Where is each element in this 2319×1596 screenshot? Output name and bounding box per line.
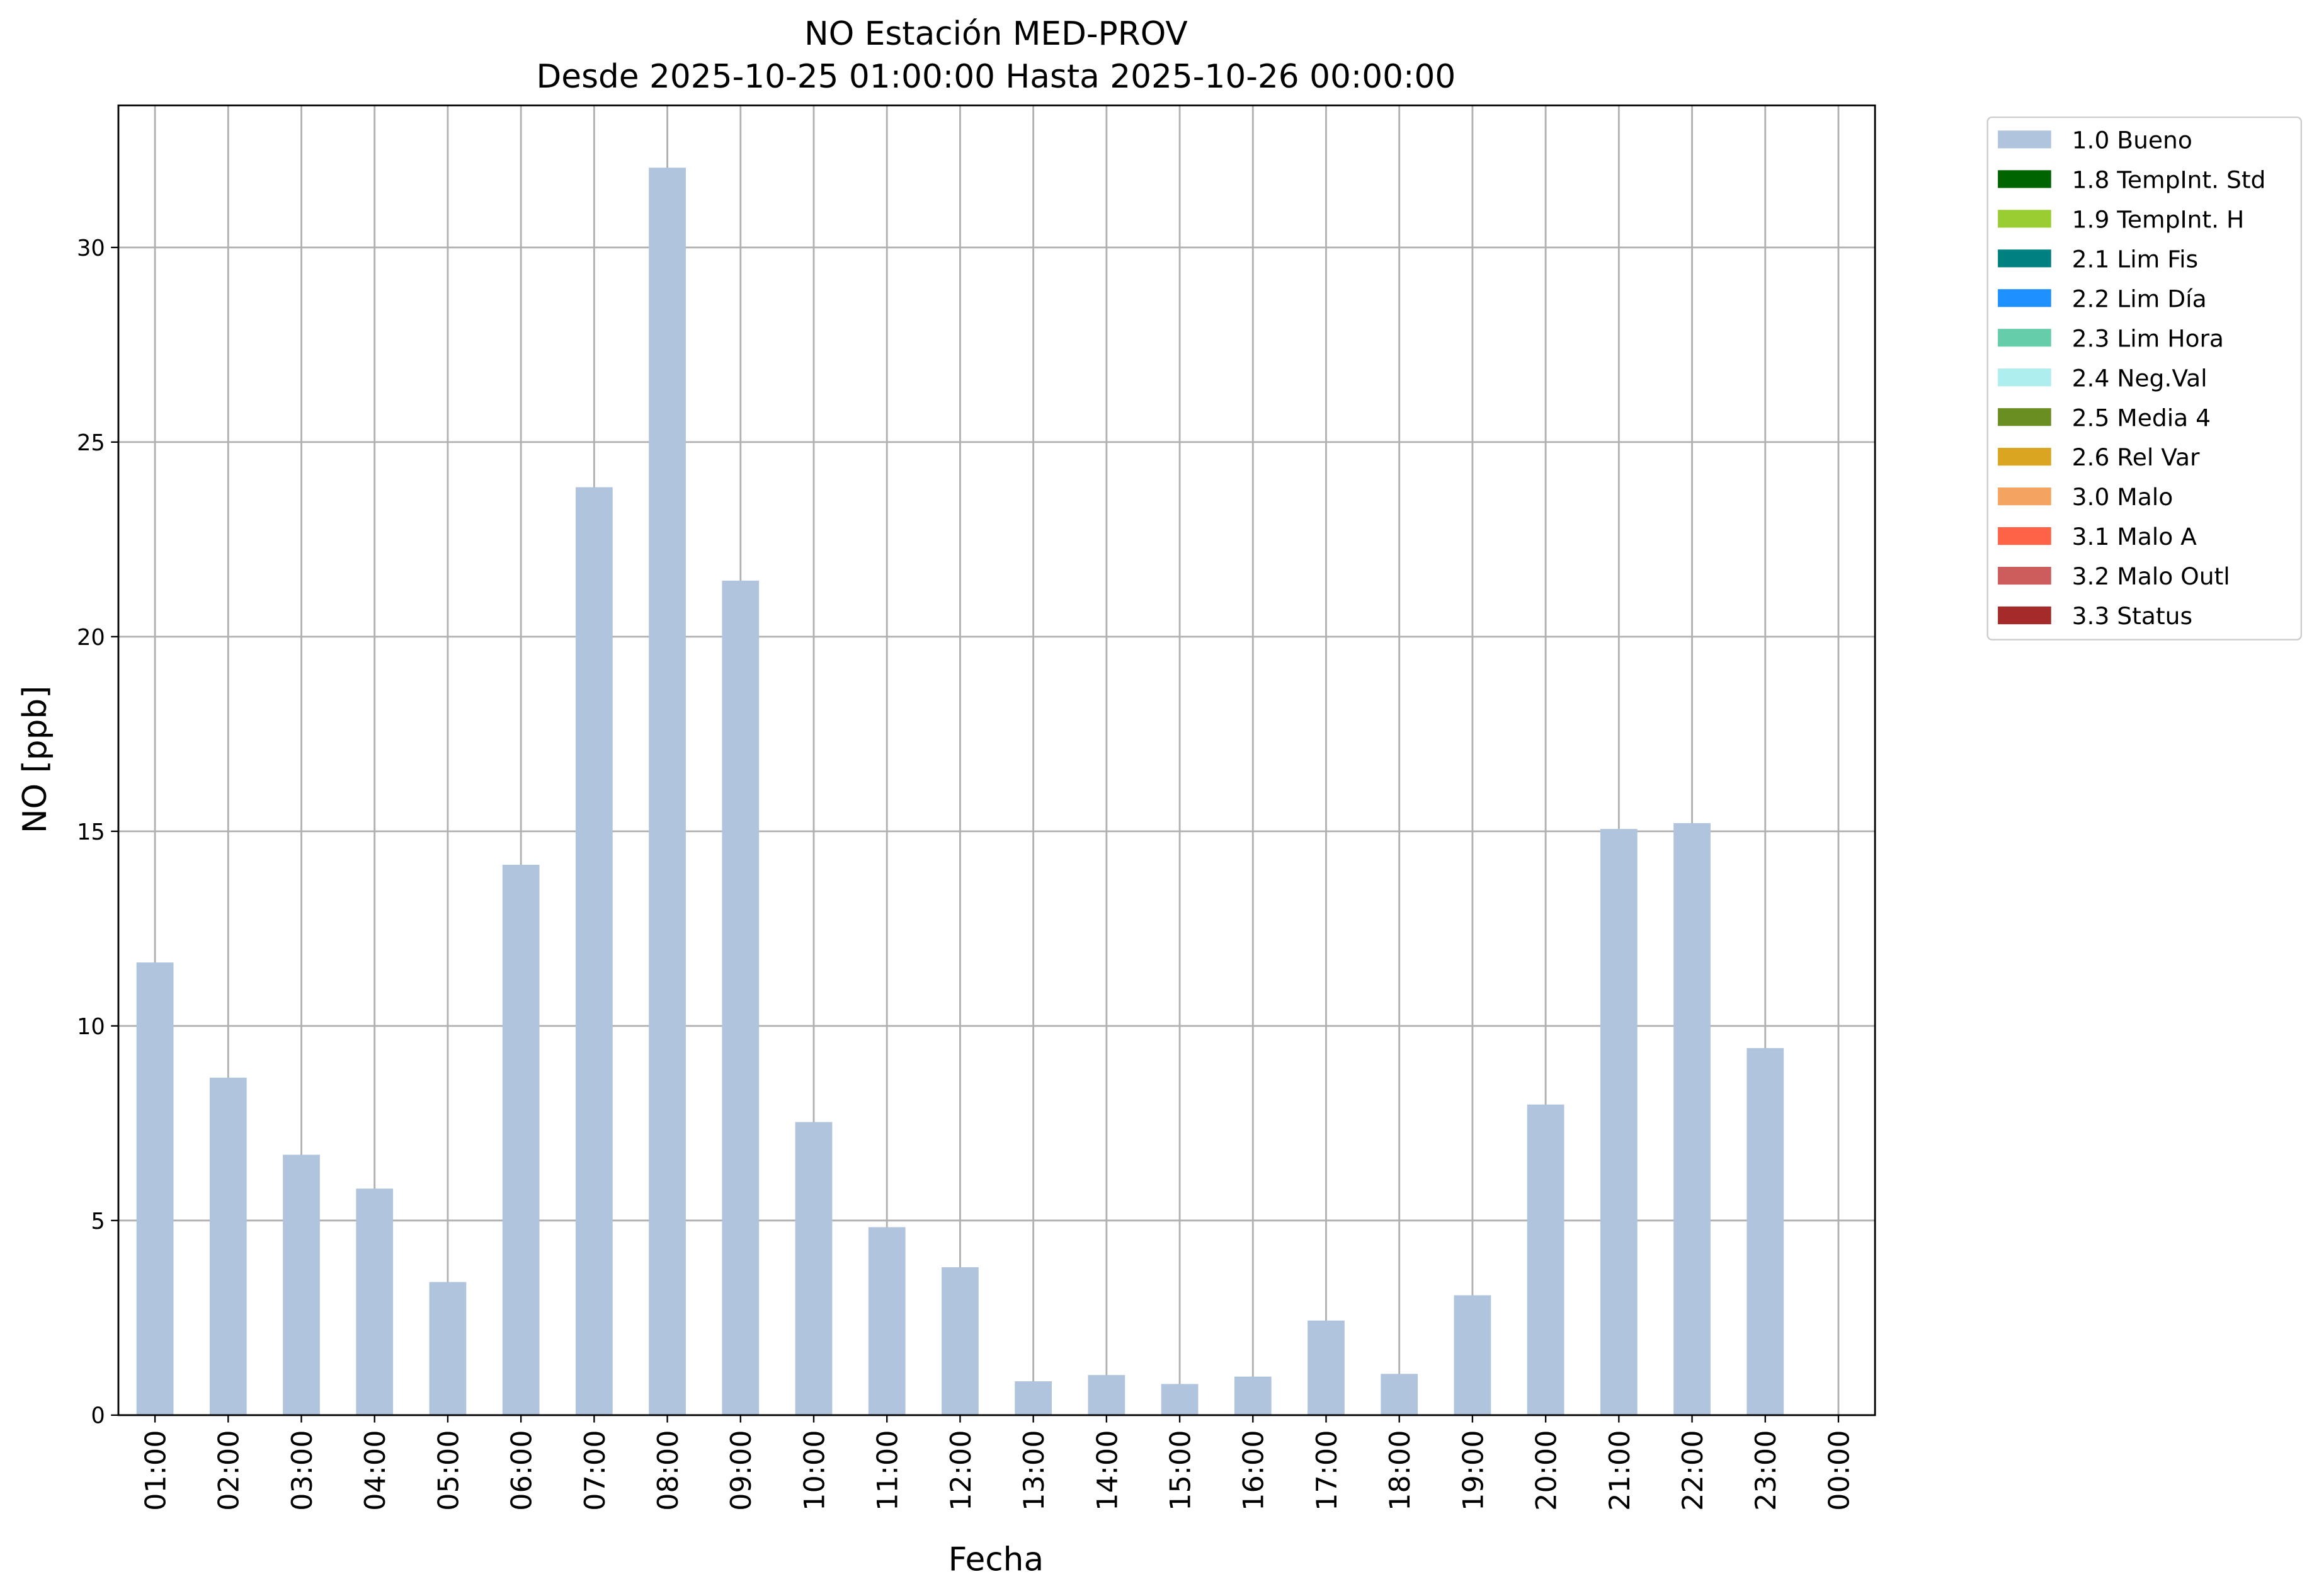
bar [795, 1122, 833, 1415]
legend-swatch [1998, 566, 2051, 585]
y-tick-label: 20 [77, 625, 105, 651]
bar [356, 1188, 394, 1415]
y-tick-label: 0 [91, 1403, 105, 1429]
x-tick-label: 06:00 [506, 1430, 538, 1511]
legend-label: 3.2 Malo Outl [2072, 562, 2230, 590]
y-tick-label: 25 [77, 430, 105, 456]
ticks: 0 5 10 15 20 25 30 01:00 02:00 03:00 04:00 05:00 06:… [77, 236, 1855, 1511]
legend-label: 3.3 Status [2072, 602, 2192, 630]
x-tick-label: 03:00 [286, 1430, 319, 1511]
x-tick-label: 13:00 [1018, 1430, 1051, 1511]
x-tick-label: 21:00 [1604, 1430, 1636, 1511]
x-tick-label: 02:00 [213, 1430, 246, 1511]
legend-swatch [1998, 408, 2051, 426]
y-tick-label: 15 [77, 819, 105, 845]
bar [283, 1154, 320, 1415]
legend-label: 2.6 Rel Var [2072, 443, 2200, 471]
x-tick-label: 22:00 [1677, 1430, 1709, 1511]
x-tick-label: 15:00 [1165, 1430, 1197, 1511]
legend-swatch [1998, 527, 2051, 545]
legend-label: 1.8 TempInt. Std [2072, 166, 2266, 193]
x-tick-label: 20:00 [1530, 1430, 1563, 1511]
y-axis-label: NO [ppb] [16, 686, 54, 834]
bar [868, 1227, 906, 1415]
legend-swatch [1998, 606, 2051, 625]
bar [1381, 1374, 1418, 1415]
legend-label: 2.5 Media 4 [2072, 404, 2211, 431]
x-tick-label: 19:00 [1457, 1430, 1490, 1511]
x-tick-label: 07:00 [579, 1430, 612, 1511]
x-tick-label: 11:00 [872, 1430, 904, 1511]
legend-swatch [1998, 170, 2051, 188]
bar [1746, 1048, 1784, 1415]
bar [1088, 1375, 1125, 1415]
bar [1308, 1320, 1345, 1415]
x-tick-label: 16:00 [1238, 1430, 1270, 1511]
bar [209, 1078, 247, 1415]
x-tick-label: 05:00 [432, 1430, 465, 1511]
bar [1161, 1384, 1199, 1415]
x-tick-label: 04:00 [359, 1430, 392, 1511]
legend-label: 2.2 Lim Día [2072, 285, 2207, 312]
x-tick-label: 23:00 [1750, 1430, 1782, 1511]
x-tick-label: 10:00 [798, 1430, 831, 1511]
legend-swatch [1998, 130, 2051, 149]
x-tick-label: 09:00 [725, 1430, 758, 1511]
x-tick-label: 14:00 [1091, 1430, 1124, 1511]
bar [1600, 829, 1638, 1415]
y-tick-label: 5 [91, 1209, 105, 1234]
legend-label: 3.0 Malo [2072, 483, 2174, 511]
bar [942, 1267, 979, 1415]
bar [1454, 1295, 1491, 1415]
bar [649, 168, 686, 1415]
bar [1673, 823, 1711, 1415]
bar [136, 962, 174, 1415]
chart-subtitle: Desde 2025-10-25 01:00:00 Hasta 2025-10-… [536, 58, 1456, 96]
legend-label: 1.0 Bueno [2072, 126, 2192, 154]
plot-frame [117, 104, 1876, 1416]
x-tick-label: 18:00 [1384, 1430, 1416, 1511]
legend-swatch [1998, 448, 2051, 466]
y-tick-label: 10 [77, 1014, 105, 1040]
legend-swatch [1998, 249, 2051, 268]
legend-swatch [1998, 289, 2051, 307]
bar [575, 487, 613, 1415]
legend-label: 2.1 Lim Fis [2072, 245, 2199, 273]
x-tick-label: 01:00 [140, 1430, 173, 1511]
legend-frame [1986, 116, 2302, 641]
bar [1527, 1104, 1564, 1415]
x-tick-label: 08:00 [652, 1430, 685, 1511]
legend: 1.0 Bueno 1.8 TempInt. Std 1.9 TempInt. H 2… [1986, 116, 2302, 641]
bar [429, 1282, 467, 1415]
bar [1015, 1381, 1052, 1415]
legend-swatch [1998, 368, 2051, 387]
bar [502, 865, 540, 1415]
legend-swatch [1998, 329, 2051, 347]
bar [722, 580, 760, 1415]
x-tick-label: 00:00 [1823, 1430, 1855, 1511]
legend-swatch [1998, 487, 2051, 506]
legend-label: 1.9 TempInt. H [2072, 205, 2245, 233]
x-axis-label: Fecha [949, 1541, 1044, 1579]
bars [136, 168, 1784, 1415]
legend-label: 2.4 Neg.Val [2072, 364, 2208, 392]
x-tick-label: 17:00 [1311, 1430, 1343, 1511]
chart-title: NO Estación MED-PROV [804, 15, 1188, 53]
legend-label: 3.1 Malo A [2072, 523, 2197, 550]
bar [1234, 1376, 1272, 1415]
y-tick-label: 30 [77, 236, 105, 261]
x-tick-label: 12:00 [945, 1430, 977, 1511]
legend-label: 2.3 Lim Hora [2072, 324, 2224, 352]
legend-swatch [1998, 210, 2051, 228]
